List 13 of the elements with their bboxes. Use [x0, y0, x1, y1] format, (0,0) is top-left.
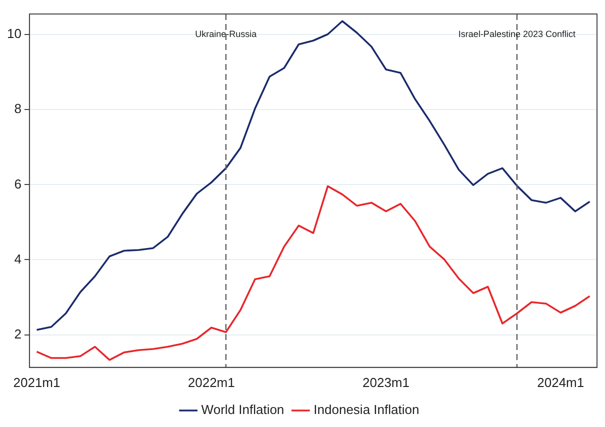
y-tick-label: 10	[6, 26, 22, 42]
x-tick-label: 2024m1	[537, 374, 584, 390]
y-tick-label: 8	[14, 101, 22, 116]
x-tick-label: 2021m1	[13, 374, 60, 390]
x-tick-label: 2023m1	[362, 374, 410, 390]
legend-label: World Inflation	[201, 402, 284, 418]
y-tick-label: 6	[14, 176, 22, 192]
y-tick-label: 4	[14, 251, 22, 266]
legend-label: Indonesia Inflation	[314, 402, 420, 418]
ref-line-label: Israel-Palestine 2023 Conflict	[458, 29, 576, 40]
y-tick-label: 2	[14, 326, 22, 342]
ref-line-label: Ukraine-Russia	[195, 29, 257, 40]
x-tick-label: 2022m1	[188, 374, 235, 390]
